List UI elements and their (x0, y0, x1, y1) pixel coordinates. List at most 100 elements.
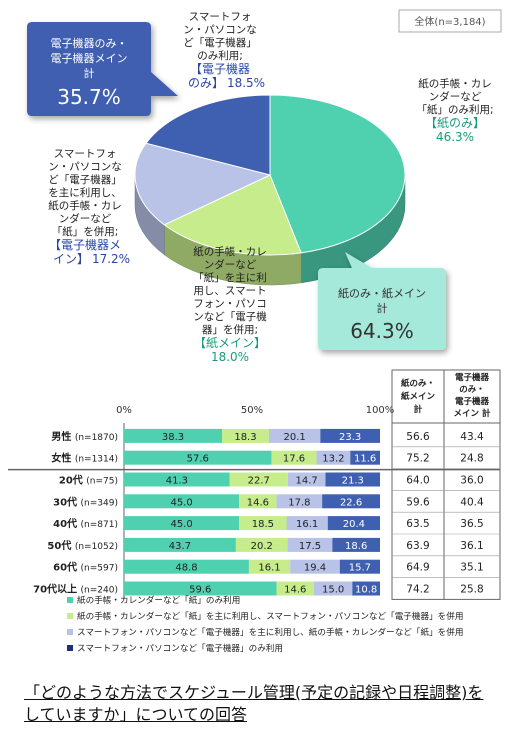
callout-digital-line-3: 計 (84, 66, 95, 80)
category-n: (n=75) (86, 477, 118, 487)
callout-digital-line-1: 電子機器のみ・ (51, 36, 128, 50)
bar-segment-2 (313, 581, 353, 596)
pie-label-digital_only-pct: 18.5% (227, 76, 265, 90)
table-digital-total-4: 36.5 (460, 518, 483, 530)
bar-value-label-0: 45.0 (170, 519, 192, 530)
bar-segment-2 (287, 537, 333, 552)
pie-label-paper_only-highlight: 【紙のみ】 (425, 115, 485, 130)
pie-label-digital_only-line-3: のみ利用; (197, 50, 243, 62)
x-tick-label-2: 100% (366, 405, 395, 416)
bar-segment-0 (124, 450, 272, 465)
table-digital-total-0: 43.4 (460, 431, 484, 443)
category-name: 男性 (51, 430, 74, 443)
pie-label-paper_main-line-3: 用し、スマート (193, 285, 266, 297)
bar-segment-1 (271, 450, 317, 465)
callout-digital (27, 22, 178, 116)
bar-value-label-2: 17.5 (299, 541, 321, 552)
category-label-2: 20代 (n=75) (59, 474, 118, 487)
category-name: 30代 (53, 495, 80, 508)
pie-label-digital_main-pct: 17.2% (92, 252, 130, 266)
category-n: (n=1314) (75, 455, 118, 465)
table-header-digital-line-1: のみ・ (459, 385, 485, 395)
x-tick-label-0: 0% (116, 405, 132, 416)
pie-label-paper_main-line-6: 器」を併用; (202, 323, 258, 336)
table-paper-total-2: 64.0 (406, 475, 429, 487)
bar-row: 70代以上 (n=240) 59.6 14.6 15.0 10.8 (33, 581, 380, 596)
caption: 「どのような方法でスケジュール管理(予定の記録や日程調整)をしていますか」につい… (24, 682, 494, 726)
total-badge-label: 全体(n=3,184) (414, 15, 485, 28)
table-paper-total-3: 59.6 (406, 496, 430, 508)
legend-swatch-3 (67, 645, 73, 651)
table-digital-total-1: 24.8 (460, 453, 483, 465)
category-name: 70代以上 (33, 583, 80, 596)
bar-row: 男性 (n=1870) 38.3 18.3 20.1 23.3 (51, 428, 380, 443)
callout-paper-value: 64.3% (350, 319, 414, 343)
callout-digital-line-2: 電子機器メイン (51, 51, 128, 65)
bar-value-label-3: 11.6 (354, 454, 376, 465)
bar-value-label-2: 14.7 (296, 476, 318, 487)
pie-label-paper_only-line-0: 紙の手帳・カレ (418, 77, 492, 90)
pie-labels: 紙の手帳・カレンダーなど「紙」のみ利用;【紙のみ】46.3%紙の手帳・カレンダー… (48, 11, 493, 364)
pie-label-digital_main-highlight-2: イン】 (53, 252, 89, 266)
bar-value-label-2: 19.4 (304, 563, 326, 574)
bar-value-label-0: 57.6 (187, 454, 209, 465)
category-label-1: 女性 (n=1314) (51, 452, 118, 465)
bar-row: 40代 (n=871) 45.0 18.5 16.1 20.4 (53, 516, 380, 531)
category-n: (n=1870) (75, 433, 118, 443)
bar-value-label-1: 17.6 (283, 454, 305, 465)
pie-label-digital_only-line-2: ど「電子機器」 (183, 36, 257, 49)
category-label-5: 50代 (n=1052) (47, 539, 118, 552)
bar-value-label-1: 14.6 (284, 585, 306, 596)
bar-segment-3 (327, 516, 380, 531)
pie-label-paper_only-line-2: 「紙」のみ利用; (416, 103, 493, 116)
bar-segment-0 (124, 494, 240, 509)
table-digital-total-3: 40.4 (460, 496, 484, 508)
legend-swatch-1 (67, 613, 73, 619)
table-header-paper-line-1: 紙メイン (401, 391, 436, 402)
bar-segment-1 (239, 516, 287, 531)
bar-value-label-0: 48.8 (175, 563, 197, 574)
category-n: (n=871) (81, 520, 118, 530)
bar-segment-2 (276, 494, 323, 509)
bar-segment-2 (287, 472, 326, 487)
pie-label-paper_main-line-0: 紙の手帳・カレ (193, 245, 267, 258)
bar-segment-3 (352, 581, 380, 596)
pie-label-paper_main-pct: 18.0% (211, 350, 249, 364)
caption-text: 「どのような方法でスケジュール管理(予定の記録や日程調整)をしていますか」につい… (24, 683, 484, 724)
category-n: (n=240) (81, 586, 118, 596)
table-header-digital-line-0: 電子機器 (455, 372, 490, 383)
category-name: 60代 (53, 561, 80, 574)
legend-label-3: スマートフォン・パソコンなど「電子機器」のみ利用 (77, 642, 283, 654)
total-badge: 全体(n=3,184) (398, 9, 502, 33)
pie-label-paper_main-highlight: 【紙メイン】 (194, 335, 266, 350)
table-header-paper-line-2: 計 (414, 404, 423, 415)
bar-value-label-2: 15.0 (322, 585, 344, 596)
pie-label-digital_only-highlight: 【電子機器 (190, 61, 250, 76)
category-n: (n=1052) (75, 542, 118, 552)
category-name: 50代 (47, 539, 74, 552)
bar-segment-3 (322, 494, 380, 509)
bar-value-label-2: 20.1 (283, 432, 305, 443)
table-paper-total-7: 74.2 (406, 584, 429, 596)
bar-value-label-0: 59.6 (189, 585, 211, 596)
legend-label-1: 紙の手帳・カレンダーなど「紙」を主に利用し、スマートフォン・パソコンなど「電子機… (77, 610, 463, 622)
bar-value-label-3: 18.6 (345, 541, 367, 552)
legend: 紙の手帳・カレンダーなど「紙」のみ利用紙の手帳・カレンダーなど「紙」を主に利用し… (67, 594, 463, 654)
table-border (391, 369, 501, 600)
pie-label-digital_main-line-3: を主に利用し、 (48, 187, 122, 199)
table-digital-total-7: 25.8 (460, 584, 483, 596)
bar-segment-3 (325, 472, 380, 487)
bar-value-label-3: 23.3 (339, 432, 361, 443)
bar-value-label-3: 15.7 (349, 563, 371, 574)
table-paper-total-1: 75.2 (406, 453, 429, 465)
bar-segment-0 (124, 472, 230, 487)
x-tick-label-1: 50% (241, 405, 263, 416)
bar-segment-2 (268, 428, 321, 443)
callout-paper-line-1: 紙のみ・紙メイン (338, 286, 426, 300)
pie-slice-digital_only (145, 94, 271, 176)
bar-row: 女性 (n=1314) 57.6 17.6 13.2 11.6 (51, 450, 380, 465)
bar-row: 60代 (n=597) 48.8 16.1 19.4 15.7 (53, 559, 380, 574)
pie-label-paper_main-line-4: フォン・パソコ (193, 298, 267, 310)
bar-segment-1 (222, 428, 269, 443)
pie-label-paper_main-line-5: ンなど「電子機 (193, 310, 267, 323)
